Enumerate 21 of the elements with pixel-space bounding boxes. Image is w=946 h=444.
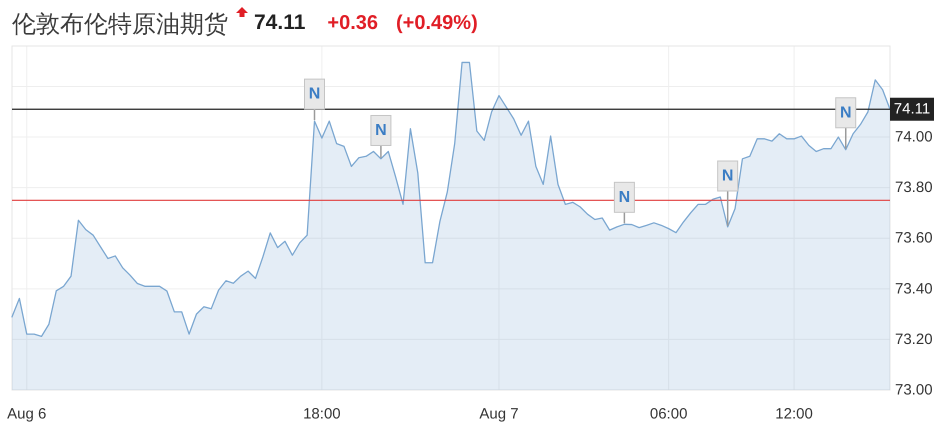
annotation: N xyxy=(840,104,852,122)
annotation: N xyxy=(375,122,387,139)
y-tick-label: 74.00 xyxy=(895,128,933,146)
annotation: N xyxy=(308,86,320,103)
text: (+0.49%) xyxy=(396,12,478,34)
text: 74.11 xyxy=(254,11,306,34)
x-tick-label: 12:00 xyxy=(775,406,813,422)
y-tick-label: 73.60 xyxy=(895,230,933,247)
annotation: N xyxy=(722,168,734,185)
ref-line-label: 74.11 xyxy=(894,100,930,118)
y-tick-label: 73.00 xyxy=(895,382,933,398)
y-tick-label: 73.40 xyxy=(895,280,933,298)
text: +0.36 xyxy=(327,12,378,34)
x-tick-label: Aug 6 xyxy=(7,406,46,422)
y-tick-label: 73.20 xyxy=(895,330,933,348)
chart-title: 伦敦布伦特原油期货 xyxy=(12,11,228,38)
annotation: N xyxy=(618,188,630,206)
x-tick-label: 06:00 xyxy=(650,406,688,422)
x-tick-label: 18:00 xyxy=(303,406,341,422)
y-tick-label: 73.80 xyxy=(895,179,933,196)
x-tick-label: Aug 7 xyxy=(479,406,519,422)
